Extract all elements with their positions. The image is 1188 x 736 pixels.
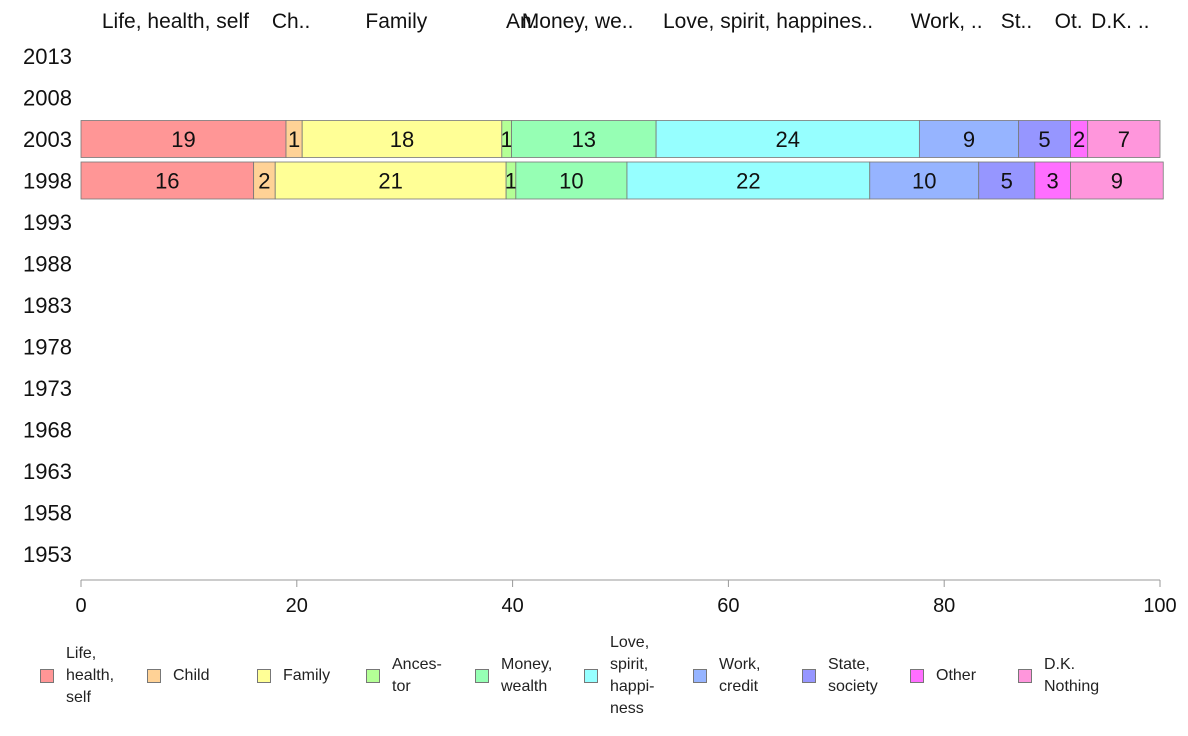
x-tick-label: 20	[286, 595, 308, 617]
data-label: 10	[912, 169, 936, 194]
legend-item: Family	[257, 626, 330, 726]
legend-label: Ances- tor	[392, 656, 442, 695]
y-tick-label: 2008	[23, 86, 72, 111]
bar-segment	[1087, 120, 1161, 158]
legend-swatch	[693, 669, 707, 683]
bar-segment	[869, 161, 980, 200]
y-tick-label: 1993	[23, 210, 72, 235]
y-tick-label: 1963	[23, 459, 72, 484]
legend-swatch	[802, 669, 816, 683]
legend-swatch	[1018, 669, 1032, 683]
data-label: 7	[1118, 127, 1130, 152]
legend: Life, health, self Child Family Ances- tor M…	[0, 626, 1188, 736]
legend-label: Other	[936, 667, 977, 684]
top-label-8: Ot.	[1055, 10, 1083, 33]
legend-item: Work, credit	[693, 626, 760, 726]
bar-segment	[511, 120, 657, 158]
data-label: 21	[378, 169, 402, 194]
y-tick-label: 2003	[23, 127, 72, 152]
bar-segment	[1034, 161, 1071, 200]
legend-label: Child	[173, 667, 210, 684]
y-tick-label: 1973	[23, 376, 72, 401]
bar-segment	[626, 161, 871, 200]
legend-swatch	[475, 669, 489, 683]
data-label: 1	[505, 169, 517, 194]
top-label-3: An.	[506, 10, 538, 33]
y-tick-label: 1968	[23, 418, 72, 443]
legend-item: D.K. Nothing	[1018, 626, 1099, 726]
top-label-2: Family	[365, 10, 427, 33]
data-label: 9	[963, 127, 975, 152]
data-label: 16	[155, 169, 179, 194]
y-tick-label: 1983	[23, 293, 72, 318]
top-label-9: D.K. ..	[1091, 10, 1149, 33]
y-tick-label: 1998	[23, 169, 72, 194]
data-label: 19	[171, 127, 195, 152]
top-label-6: Work, ..	[911, 10, 983, 33]
legend-item: Life, health, self	[40, 626, 114, 726]
legend-swatch	[910, 669, 924, 683]
legend-label: Life, health, self	[66, 645, 115, 706]
legend-item: Love, spirit, happi- ness	[584, 626, 654, 726]
stacked-bar-chart: Life, health, self Ch.. Family An.Money, we…	[23, 10, 1177, 617]
data-label: 2	[258, 169, 270, 194]
data-label: 5	[1001, 169, 1013, 194]
data-label: 1	[288, 127, 300, 152]
legend-swatch	[366, 669, 380, 683]
top-label-1: Ch..	[272, 10, 311, 33]
legend-swatch	[584, 669, 598, 683]
legend-item: State, society	[802, 626, 878, 726]
legend-item: Other	[910, 626, 976, 726]
top-label-0: Life, health, self	[102, 10, 249, 33]
bar-segment	[1070, 161, 1164, 200]
top-label-7: St..	[1001, 10, 1033, 33]
bar-segment	[1018, 120, 1071, 158]
data-label: 18	[390, 127, 414, 152]
legend-swatch	[257, 669, 271, 683]
legend-swatch	[40, 669, 54, 683]
bar-segment	[918, 120, 1020, 158]
data-label: 2	[1073, 127, 1085, 152]
data-label: 10	[559, 169, 583, 194]
legend-item: Money, wealth	[475, 626, 552, 726]
y-tick-label: 1958	[23, 501, 72, 526]
data-label: 3	[1047, 169, 1059, 194]
data-label: 13	[572, 127, 596, 152]
bar-segment	[978, 161, 1036, 200]
data-label: 1	[501, 127, 513, 152]
y-tick-label: 2013	[23, 44, 72, 69]
legend-label: Work, credit	[719, 656, 761, 695]
bar-segment	[515, 161, 628, 200]
y-tick-label: 1978	[23, 335, 72, 360]
y-tick-label: 1988	[23, 252, 72, 277]
x-tick-label: 40	[501, 595, 523, 617]
top-label-5: Love, spirit, happines..	[663, 10, 873, 33]
legend-label: Family	[283, 667, 331, 684]
data-label: 24	[776, 127, 800, 152]
data-label: 5	[1038, 127, 1050, 152]
legend-item: Child	[147, 626, 209, 726]
data-label: 9	[1111, 169, 1123, 194]
data-label: 22	[736, 169, 760, 194]
legend-label: Money, wealth	[501, 656, 553, 695]
top-label-4: Money, we..	[522, 10, 634, 33]
legend-label: Love, spirit, happi- ness	[610, 634, 655, 717]
legend-label: State, society	[828, 656, 878, 695]
legend-label: D.K. Nothing	[1044, 656, 1100, 695]
x-tick-label: 0	[75, 595, 86, 617]
bar-segment	[80, 161, 255, 200]
x-tick-label: 60	[717, 595, 739, 617]
y-tick-label: 1953	[23, 542, 72, 567]
x-tick-label: 100	[1143, 595, 1176, 617]
x-tick-label: 80	[933, 595, 955, 617]
legend-item: Ances- tor	[366, 626, 442, 726]
legend-swatch	[147, 669, 161, 683]
